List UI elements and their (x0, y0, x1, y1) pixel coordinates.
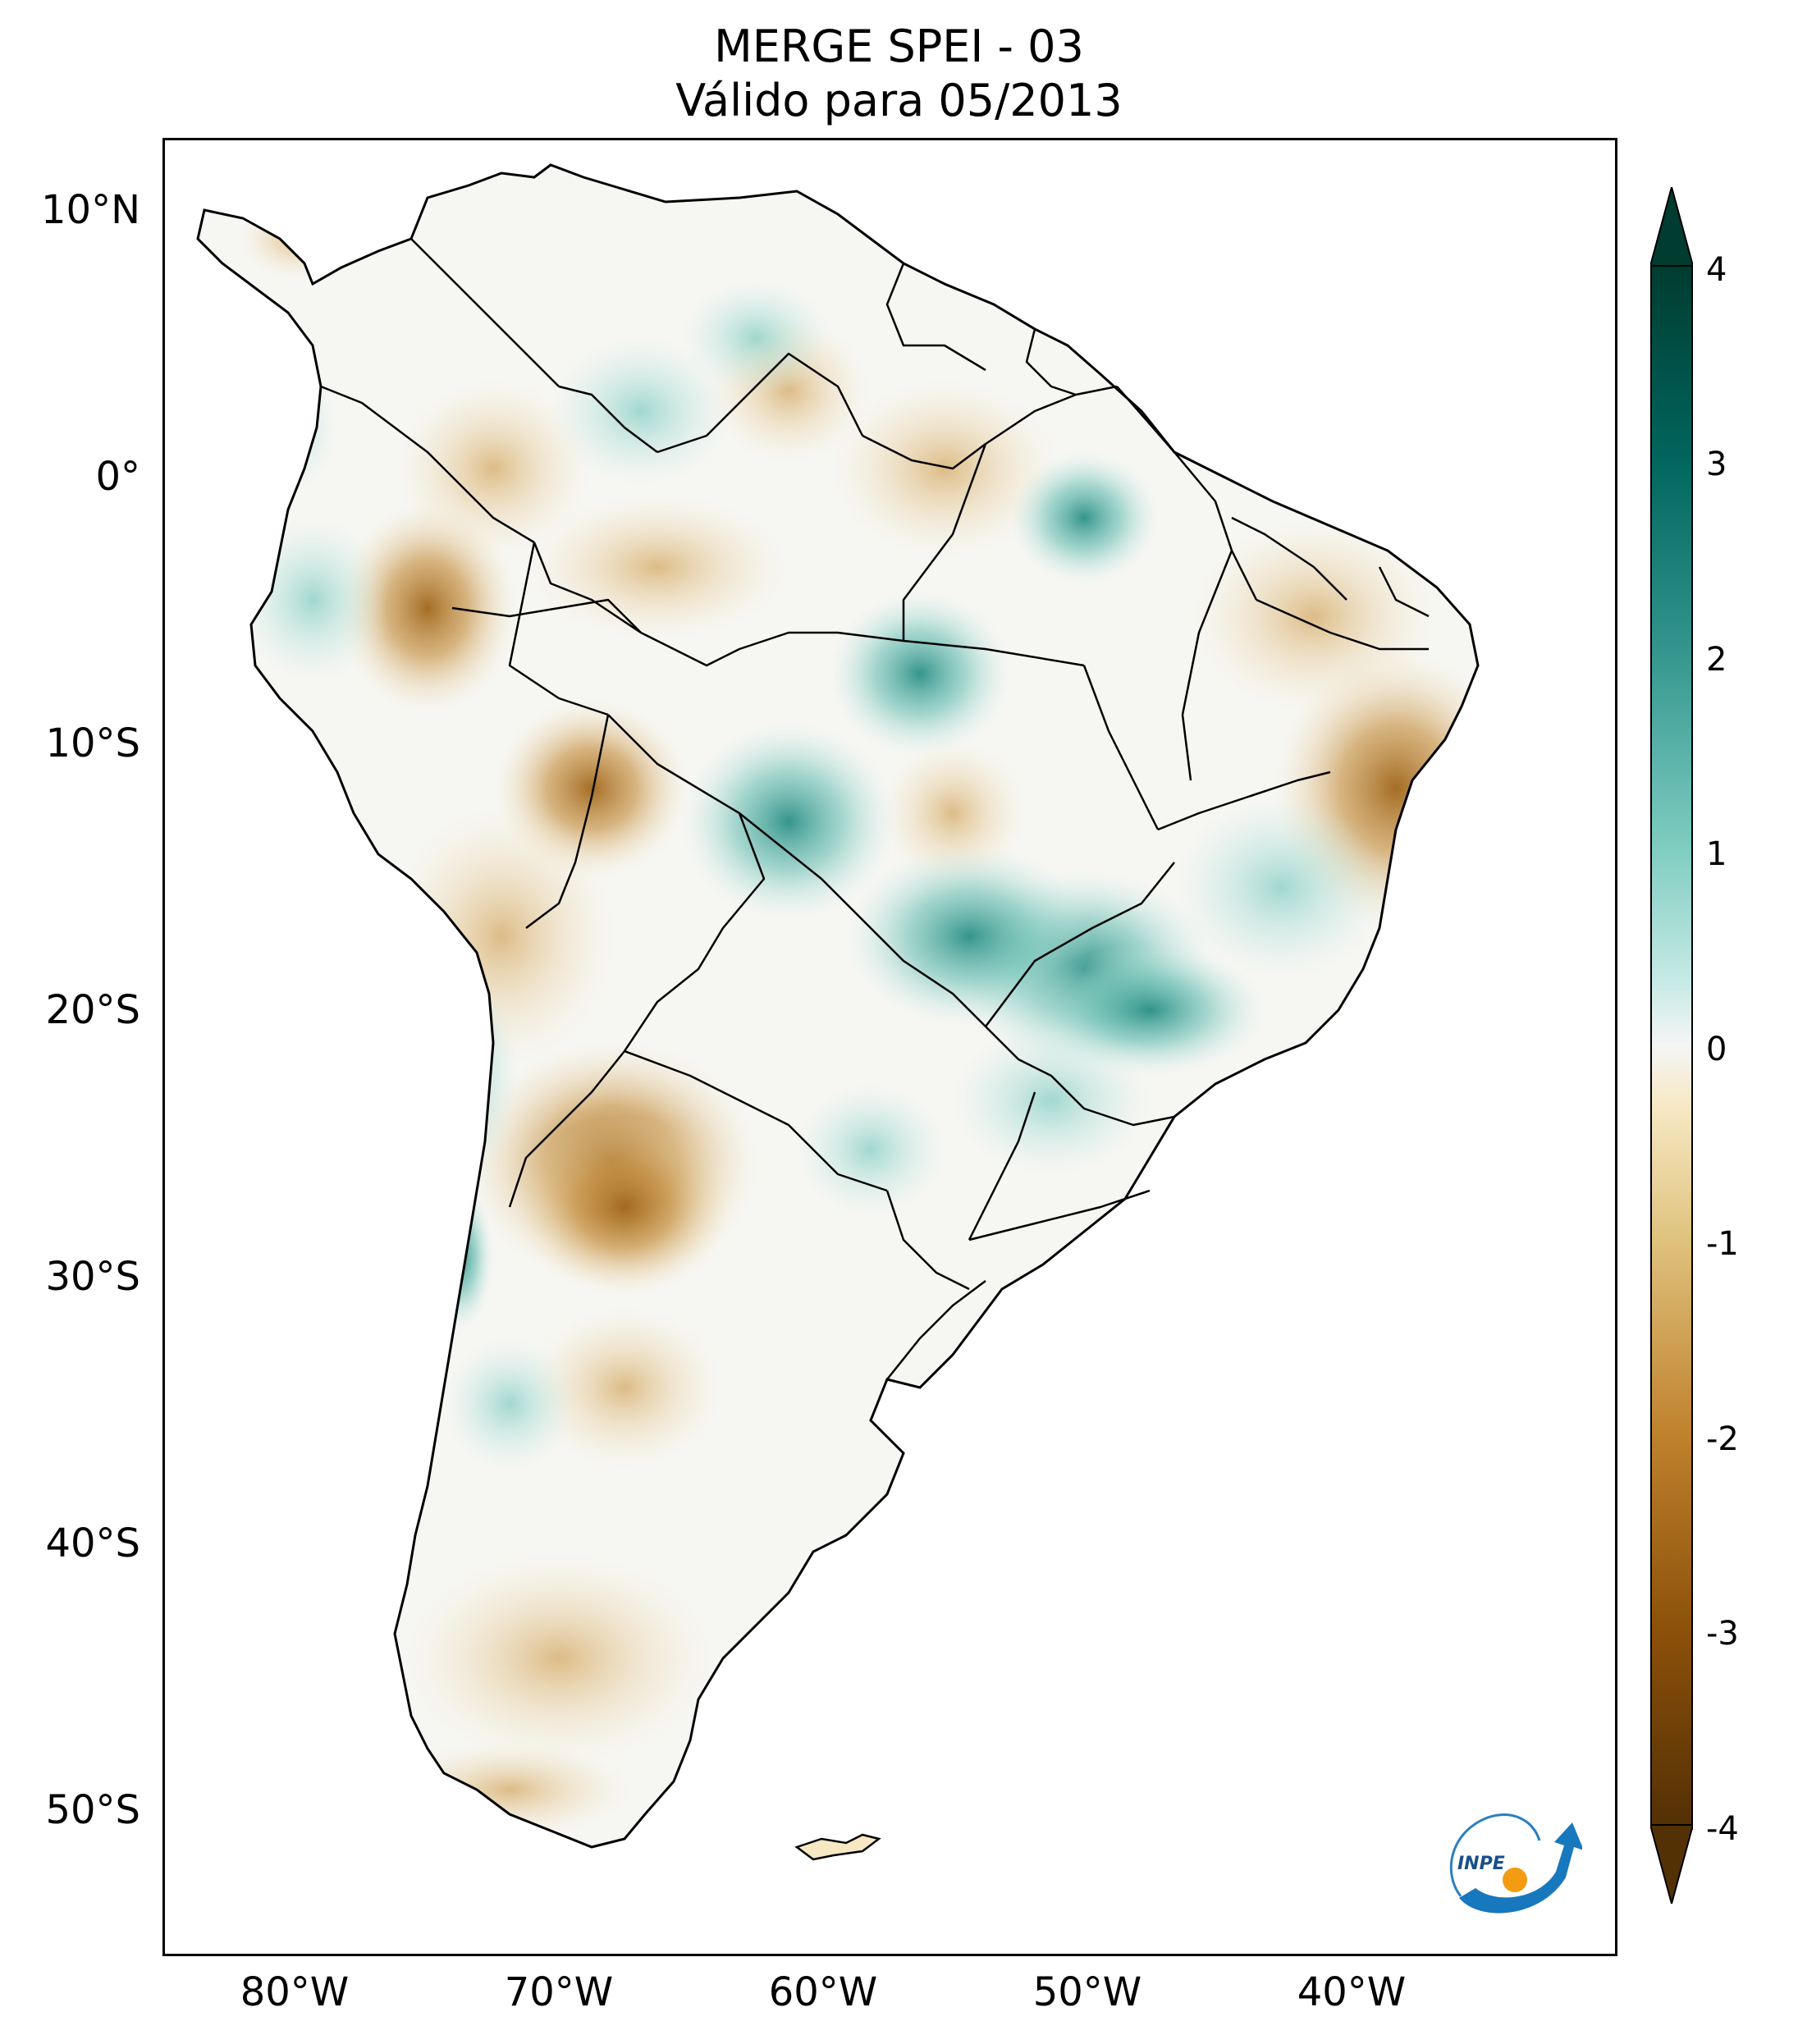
colorbar-tick-m1: -1 (1706, 1225, 1739, 1263)
colorbar-tick-3: 3 (1706, 446, 1727, 483)
colorbar-tick-4: 4 (1706, 251, 1727, 289)
map-panel (162, 138, 1617, 1956)
lon-label-80w: 80°W (240, 1969, 350, 2015)
colorbar-extend-top (1650, 187, 1693, 267)
spei-map (196, 163, 1480, 1861)
lon-label-60w: 60°W (768, 1969, 878, 2015)
lat-label-0: 0° (95, 454, 140, 500)
inpe-logo-sun (1503, 1868, 1527, 1892)
colorbar-tick-0: 0 (1706, 1031, 1727, 1068)
colorbar-tick-m2: -2 (1706, 1420, 1739, 1458)
map-title: MERGE SPEI - 03 (714, 21, 1084, 72)
colorbar-extend-bottom (1650, 1824, 1693, 1904)
inpe-logo-arrow (1459, 1822, 1582, 1914)
colorbar-body (1650, 265, 1693, 1826)
colorbar-tick-1: 1 (1706, 835, 1727, 873)
falkland-islands (794, 1833, 881, 1861)
lat-label-40s: 40°S (45, 1520, 140, 1566)
lon-label-50w: 50°W (1032, 1969, 1142, 2015)
lon-label-70w: 70°W (504, 1969, 614, 2015)
spei-field (222, 198, 1478, 1839)
svg-text:INPE: INPE (1457, 1854, 1505, 1874)
lat-label-20s: 20°S (45, 987, 140, 1033)
colorbar-tick-m4: -4 (1706, 1810, 1739, 1848)
colorbar (1650, 187, 1693, 1904)
inpe-logo: INPE (1449, 1813, 1582, 1914)
lat-label-10s: 10°S (45, 720, 140, 766)
colorbar-tick-2: 2 (1706, 641, 1727, 679)
lat-label-50s: 50°S (45, 1787, 140, 1833)
lat-label-30s: 30°S (45, 1254, 140, 1300)
lat-label-10n: 10°N (41, 187, 140, 233)
country-state-borders (320, 238, 1430, 1380)
colorbar-tick-m3: -3 (1706, 1615, 1739, 1653)
lon-label-40w: 40°W (1297, 1969, 1407, 2015)
map-subtitle: Válido para 05/2013 (675, 75, 1123, 126)
